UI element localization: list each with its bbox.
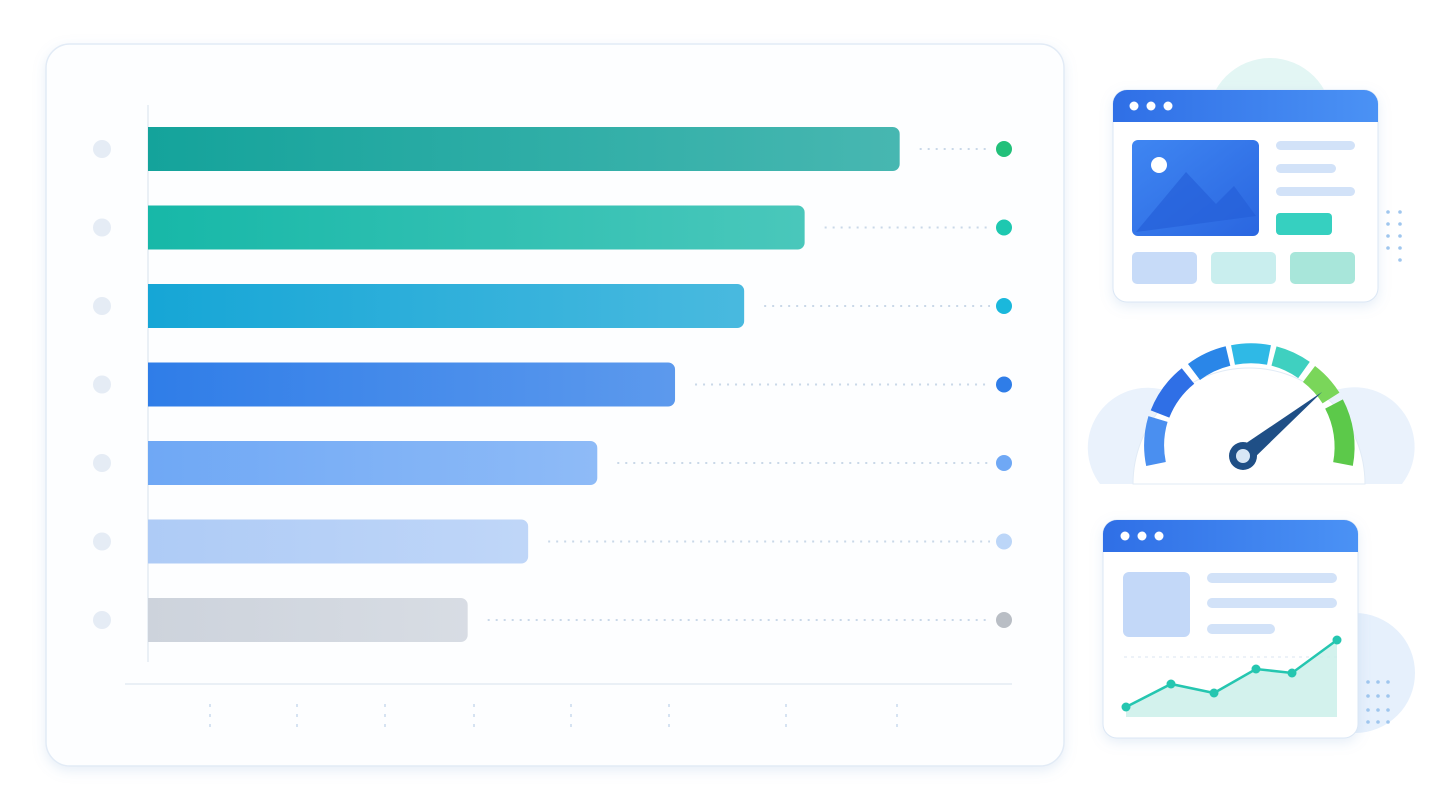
browser-card	[1112, 58, 1402, 303]
row-dot	[93, 140, 111, 158]
row-dot	[93, 218, 111, 237]
row-dot	[93, 611, 111, 629]
end-marker	[996, 376, 1012, 393]
end-marker	[996, 219, 1012, 236]
bar	[148, 441, 598, 486]
analytics-card	[1102, 519, 1415, 739]
bar	[148, 127, 900, 171]
end-marker	[996, 141, 1012, 157]
row-dot	[93, 375, 111, 394]
bar	[148, 519, 529, 564]
bar	[148, 598, 468, 642]
row-dot	[93, 454, 111, 472]
bar	[148, 362, 676, 407]
row-dot	[93, 532, 111, 551]
gauge	[1087, 343, 1415, 485]
end-marker	[996, 533, 1012, 550]
end-marker	[996, 455, 1012, 471]
end-marker	[996, 612, 1012, 628]
row-dot	[93, 297, 111, 315]
end-marker	[996, 298, 1012, 314]
bar	[148, 205, 805, 250]
bar	[148, 284, 745, 328]
